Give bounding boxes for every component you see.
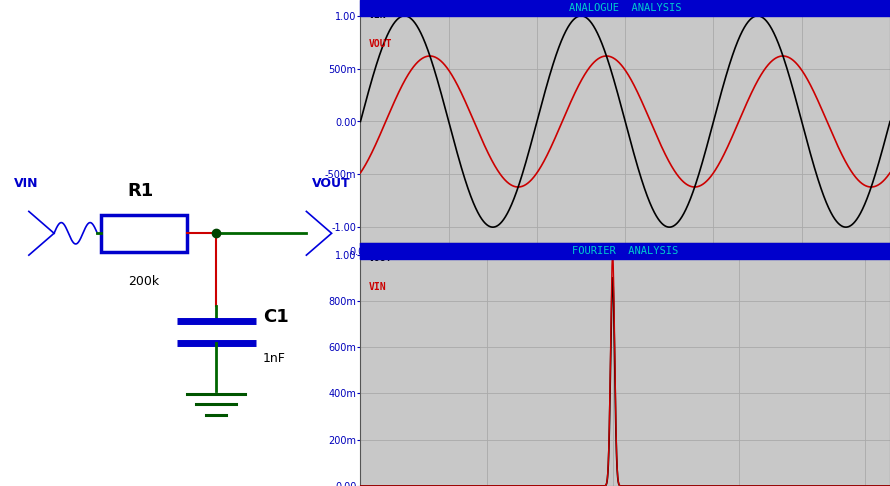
Bar (360, 243, 890, 259)
Text: R1: R1 (127, 182, 154, 200)
Bar (360, 0, 890, 16)
Bar (101, 215, 188, 252)
Text: VOUT: VOUT (368, 39, 392, 49)
Text: 1nF: 1nF (263, 352, 286, 365)
Text: VIN: VIN (14, 176, 39, 190)
Text: VIN: VIN (368, 282, 386, 292)
Text: 200k: 200k (129, 275, 159, 288)
Text: VIN: VIN (368, 10, 386, 20)
Text: VOUT: VOUT (312, 176, 351, 190)
Text: C1: C1 (263, 308, 289, 326)
Text: ANALOGUE  ANALYSIS: ANALOGUE ANALYSIS (569, 3, 682, 13)
Text: FOURIER  ANALYSIS: FOURIER ANALYSIS (572, 246, 678, 256)
Text: VOUT: VOUT (368, 253, 392, 263)
